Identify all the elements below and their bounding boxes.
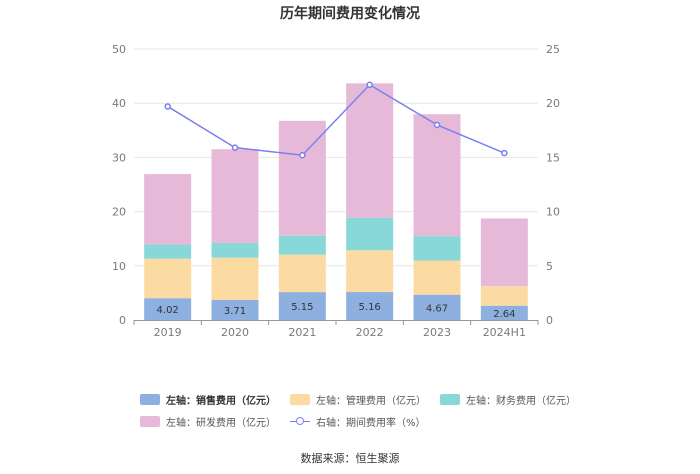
rate-point xyxy=(231,144,239,151)
bar-segment xyxy=(144,258,192,299)
legend-item-rate[interactable]: 右轴：期间费用率（%） xyxy=(290,414,426,429)
bar-value-label: 5.15 xyxy=(291,302,313,313)
bar-stacks xyxy=(144,83,528,320)
bar-segment xyxy=(278,292,326,320)
rate-point xyxy=(299,151,306,159)
right-axis-tick-label: 0 xyxy=(546,314,553,327)
legend-swatch-rd xyxy=(140,415,160,427)
legend-item-sales[interactable]: 左轴：销售费用（亿元） xyxy=(140,392,276,407)
x-axis-tick-label: 2021 xyxy=(288,326,316,339)
left-axis-tick-label: 10 xyxy=(112,260,126,273)
legend-label-finance: 左轴：财务费用（亿元） xyxy=(466,395,576,407)
left-axis-tick-label: 30 xyxy=(112,151,126,164)
bar-segment xyxy=(413,294,461,320)
legend-row-2: 左轴：研发费用（亿元） 右轴：期间费用率（%） xyxy=(140,410,580,432)
bar-segment xyxy=(480,286,528,306)
left-axis-tick-label: 40 xyxy=(112,97,126,110)
rate-line xyxy=(164,81,508,159)
bar-segment xyxy=(278,254,326,293)
bar-segment xyxy=(278,120,326,236)
x-axis-tick-label: 2024H1 xyxy=(483,326,526,339)
bar-segment xyxy=(346,83,394,218)
legend-item-finance[interactable]: 左轴：财务费用（亿元） xyxy=(440,392,576,407)
bar-segment xyxy=(346,250,394,293)
bar-value-label: 4.67 xyxy=(426,303,448,314)
bar-segment xyxy=(346,292,394,320)
x-axis-tick-label: 2020 xyxy=(221,326,249,339)
left-axis: 0 10 20 30 40 50 xyxy=(112,43,126,327)
legend-label-admin: 左轴：管理费用（亿元） xyxy=(316,395,426,407)
legend: 左轴：销售费用（亿元） 左轴：管理费用（亿元） 左轴：财务费用（亿元） 左轴：研… xyxy=(140,388,580,432)
bar-segment xyxy=(413,114,461,237)
bar-segment xyxy=(480,305,528,320)
bar-value-labels: 4.02 3.71 5.15 5.16 4.67 2.64 xyxy=(157,302,516,320)
bar-value-label: 4.02 xyxy=(157,305,179,316)
bar-segment xyxy=(144,298,192,320)
legend-swatch-admin xyxy=(290,393,310,405)
bar-value-label: 2.64 xyxy=(493,309,515,320)
bar-segment xyxy=(211,149,259,243)
legend-label-rate: 右轴：期间费用率（%） xyxy=(316,417,426,429)
legend-row-1: 左轴：销售费用（亿元） 左轴：管理费用（亿元） 左轴：财务费用（亿元） xyxy=(140,388,580,410)
right-axis: 0 5 10 15 20 25 xyxy=(546,43,560,327)
legend-swatch-sales xyxy=(140,393,160,405)
rate-point xyxy=(501,149,508,157)
grid-lines xyxy=(134,48,538,267)
bar-segment xyxy=(278,235,326,255)
rate-point xyxy=(164,103,171,110)
bar-segment xyxy=(413,260,461,295)
bar-segment xyxy=(346,217,394,251)
left-axis-tick-label: 0 xyxy=(119,314,126,327)
right-axis-tick-label: 25 xyxy=(546,43,560,56)
legend-swatch-finance xyxy=(440,393,460,405)
left-axis-tick-label: 20 xyxy=(112,206,126,219)
right-axis-tick-label: 20 xyxy=(546,97,560,110)
rate-point xyxy=(366,81,373,89)
bar-value-label: 5.16 xyxy=(359,302,381,313)
right-axis-tick-label: 5 xyxy=(546,260,553,273)
legend-label-sales: 左轴：销售费用（亿元） xyxy=(166,395,276,407)
legend-item-rd[interactable]: 左轴：研发费用（亿元） xyxy=(140,414,276,429)
left-axis-tick-label: 50 xyxy=(112,43,126,56)
x-axis: 2019 2020 2021 2022 2023 2024H1 xyxy=(133,320,539,339)
legend-line-marker-icon xyxy=(290,416,310,427)
rate-point xyxy=(433,121,441,129)
rate-line-path xyxy=(167,83,505,157)
bar-segment xyxy=(211,299,259,320)
bar-segment xyxy=(144,174,192,245)
legend-item-admin[interactable]: 左轴：管理费用（亿元） xyxy=(290,392,426,407)
bar-segment xyxy=(480,218,528,287)
data-source: 数据来源：恒生聚源 xyxy=(300,452,400,465)
right-axis-tick-label: 10 xyxy=(546,206,560,219)
bar-segment xyxy=(211,257,259,300)
right-axis-tick-label: 15 xyxy=(546,151,560,164)
bar-value-label: 3.71 xyxy=(224,306,246,317)
x-axis-tick-label: 2023 xyxy=(423,326,451,339)
x-axis-tick-label: 2022 xyxy=(356,326,384,339)
chart-title: 历年期间费用变化情况 xyxy=(280,6,420,22)
bar-segment xyxy=(211,242,259,258)
legend-label-rd: 左轴：研发费用（亿元） xyxy=(166,417,276,429)
bar-segment xyxy=(413,236,461,261)
x-axis-tick-label: 2019 xyxy=(154,326,182,339)
bar-segment xyxy=(144,244,192,259)
